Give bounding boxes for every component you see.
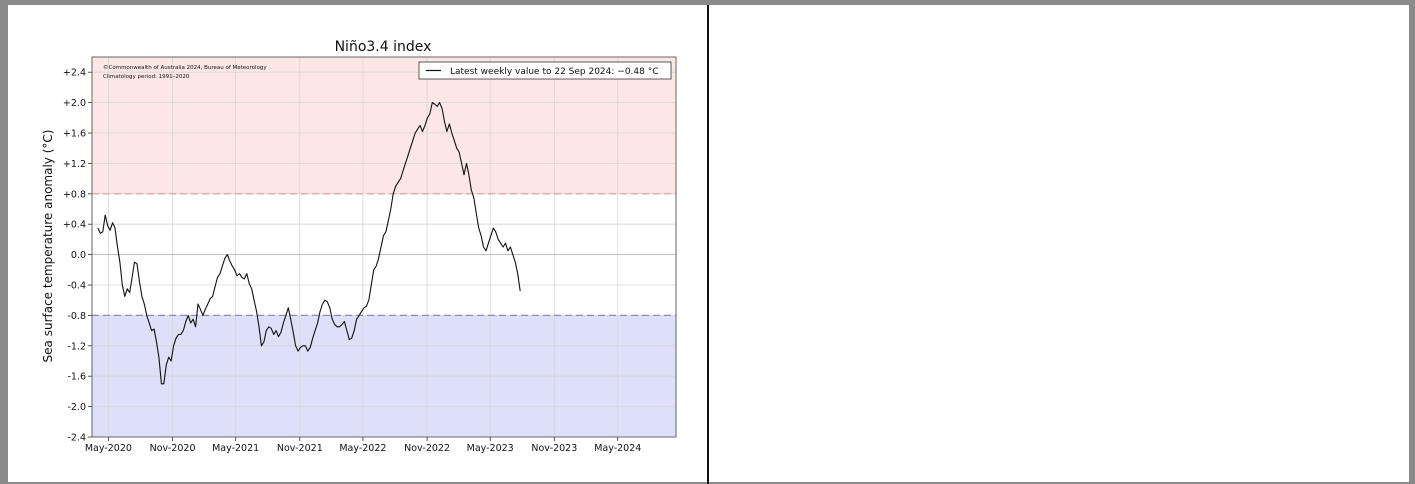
nino34-series-line — [97, 102, 521, 385]
x-tick-label: Nov-2022 — [404, 443, 450, 454]
x-axis-ticks: May-2020 Nov-2020 May-2021 Nov-2021 May-2022… — [85, 437, 641, 454]
y-tick-label: -0.8 — [67, 311, 86, 322]
y-tick-label: +0.8 — [63, 189, 86, 200]
y-tick-label: -2.4 — [67, 433, 86, 444]
x-tick-label: May-2021 — [212, 443, 259, 454]
x-tick-label: Nov-2020 — [150, 443, 196, 454]
y-tick-label: +1.2 — [63, 159, 86, 170]
legend-box — [418, 61, 672, 80]
threshold-bands — [92, 57, 676, 437]
cell-divider — [707, 5, 709, 484]
y-tick-label: +1.6 — [63, 129, 86, 140]
y-tick-label: +0.4 — [63, 220, 86, 231]
el-nino-band — [92, 57, 676, 194]
chart-title: Niño3.4 index — [335, 39, 432, 55]
credit-line-1: ©Commonwealth of Australia 2024, Bureau … — [103, 64, 267, 71]
legend: Latest weekly value to 22 Sep 2024: −0.4… — [418, 61, 672, 80]
plot-frame — [91, 56, 677, 438]
y-axis-label: Sea surface temperature anomaly (°C) — [41, 130, 55, 363]
x-tick-label: May-2024 — [594, 443, 641, 454]
y-tick-label: -1.6 — [67, 372, 86, 383]
credit-line-2: Climatology period: 1991–2020 — [103, 74, 190, 80]
x-tick-label: May-2023 — [467, 443, 514, 454]
y-tick-label: -1.2 — [67, 341, 86, 352]
y-tick-label: +2.0 — [63, 98, 86, 109]
threshold-lines — [92, 193, 676, 316]
nino34-chart: +2.4 +2.0 +1.6 +1.2 +0.8 +0.4 0.0 -0.4 -0.8 -1.2 -… — [41, 39, 677, 454]
y-tick-label: +2.4 — [63, 68, 86, 79]
y-tick-label: -0.4 — [67, 281, 86, 292]
y-axis-ticks: +2.4 +2.0 +1.6 +1.2 +0.8 +0.4 0.0 -0.4 -0.8 -1.2 -… — [63, 68, 92, 444]
x-tick-label: May-2020 — [85, 443, 132, 454]
y-tick-label: -2.0 — [67, 402, 86, 413]
x-tick-label: May-2022 — [339, 443, 386, 454]
legend-label: Latest weekly value to 22 Sep 2024: −0.4… — [450, 67, 659, 77]
x-tick-label: Nov-2023 — [531, 443, 577, 454]
y-tick-label: 0.0 — [71, 250, 86, 261]
x-tick-label: Nov-2021 — [277, 443, 323, 454]
series-layer — [97, 102, 521, 385]
